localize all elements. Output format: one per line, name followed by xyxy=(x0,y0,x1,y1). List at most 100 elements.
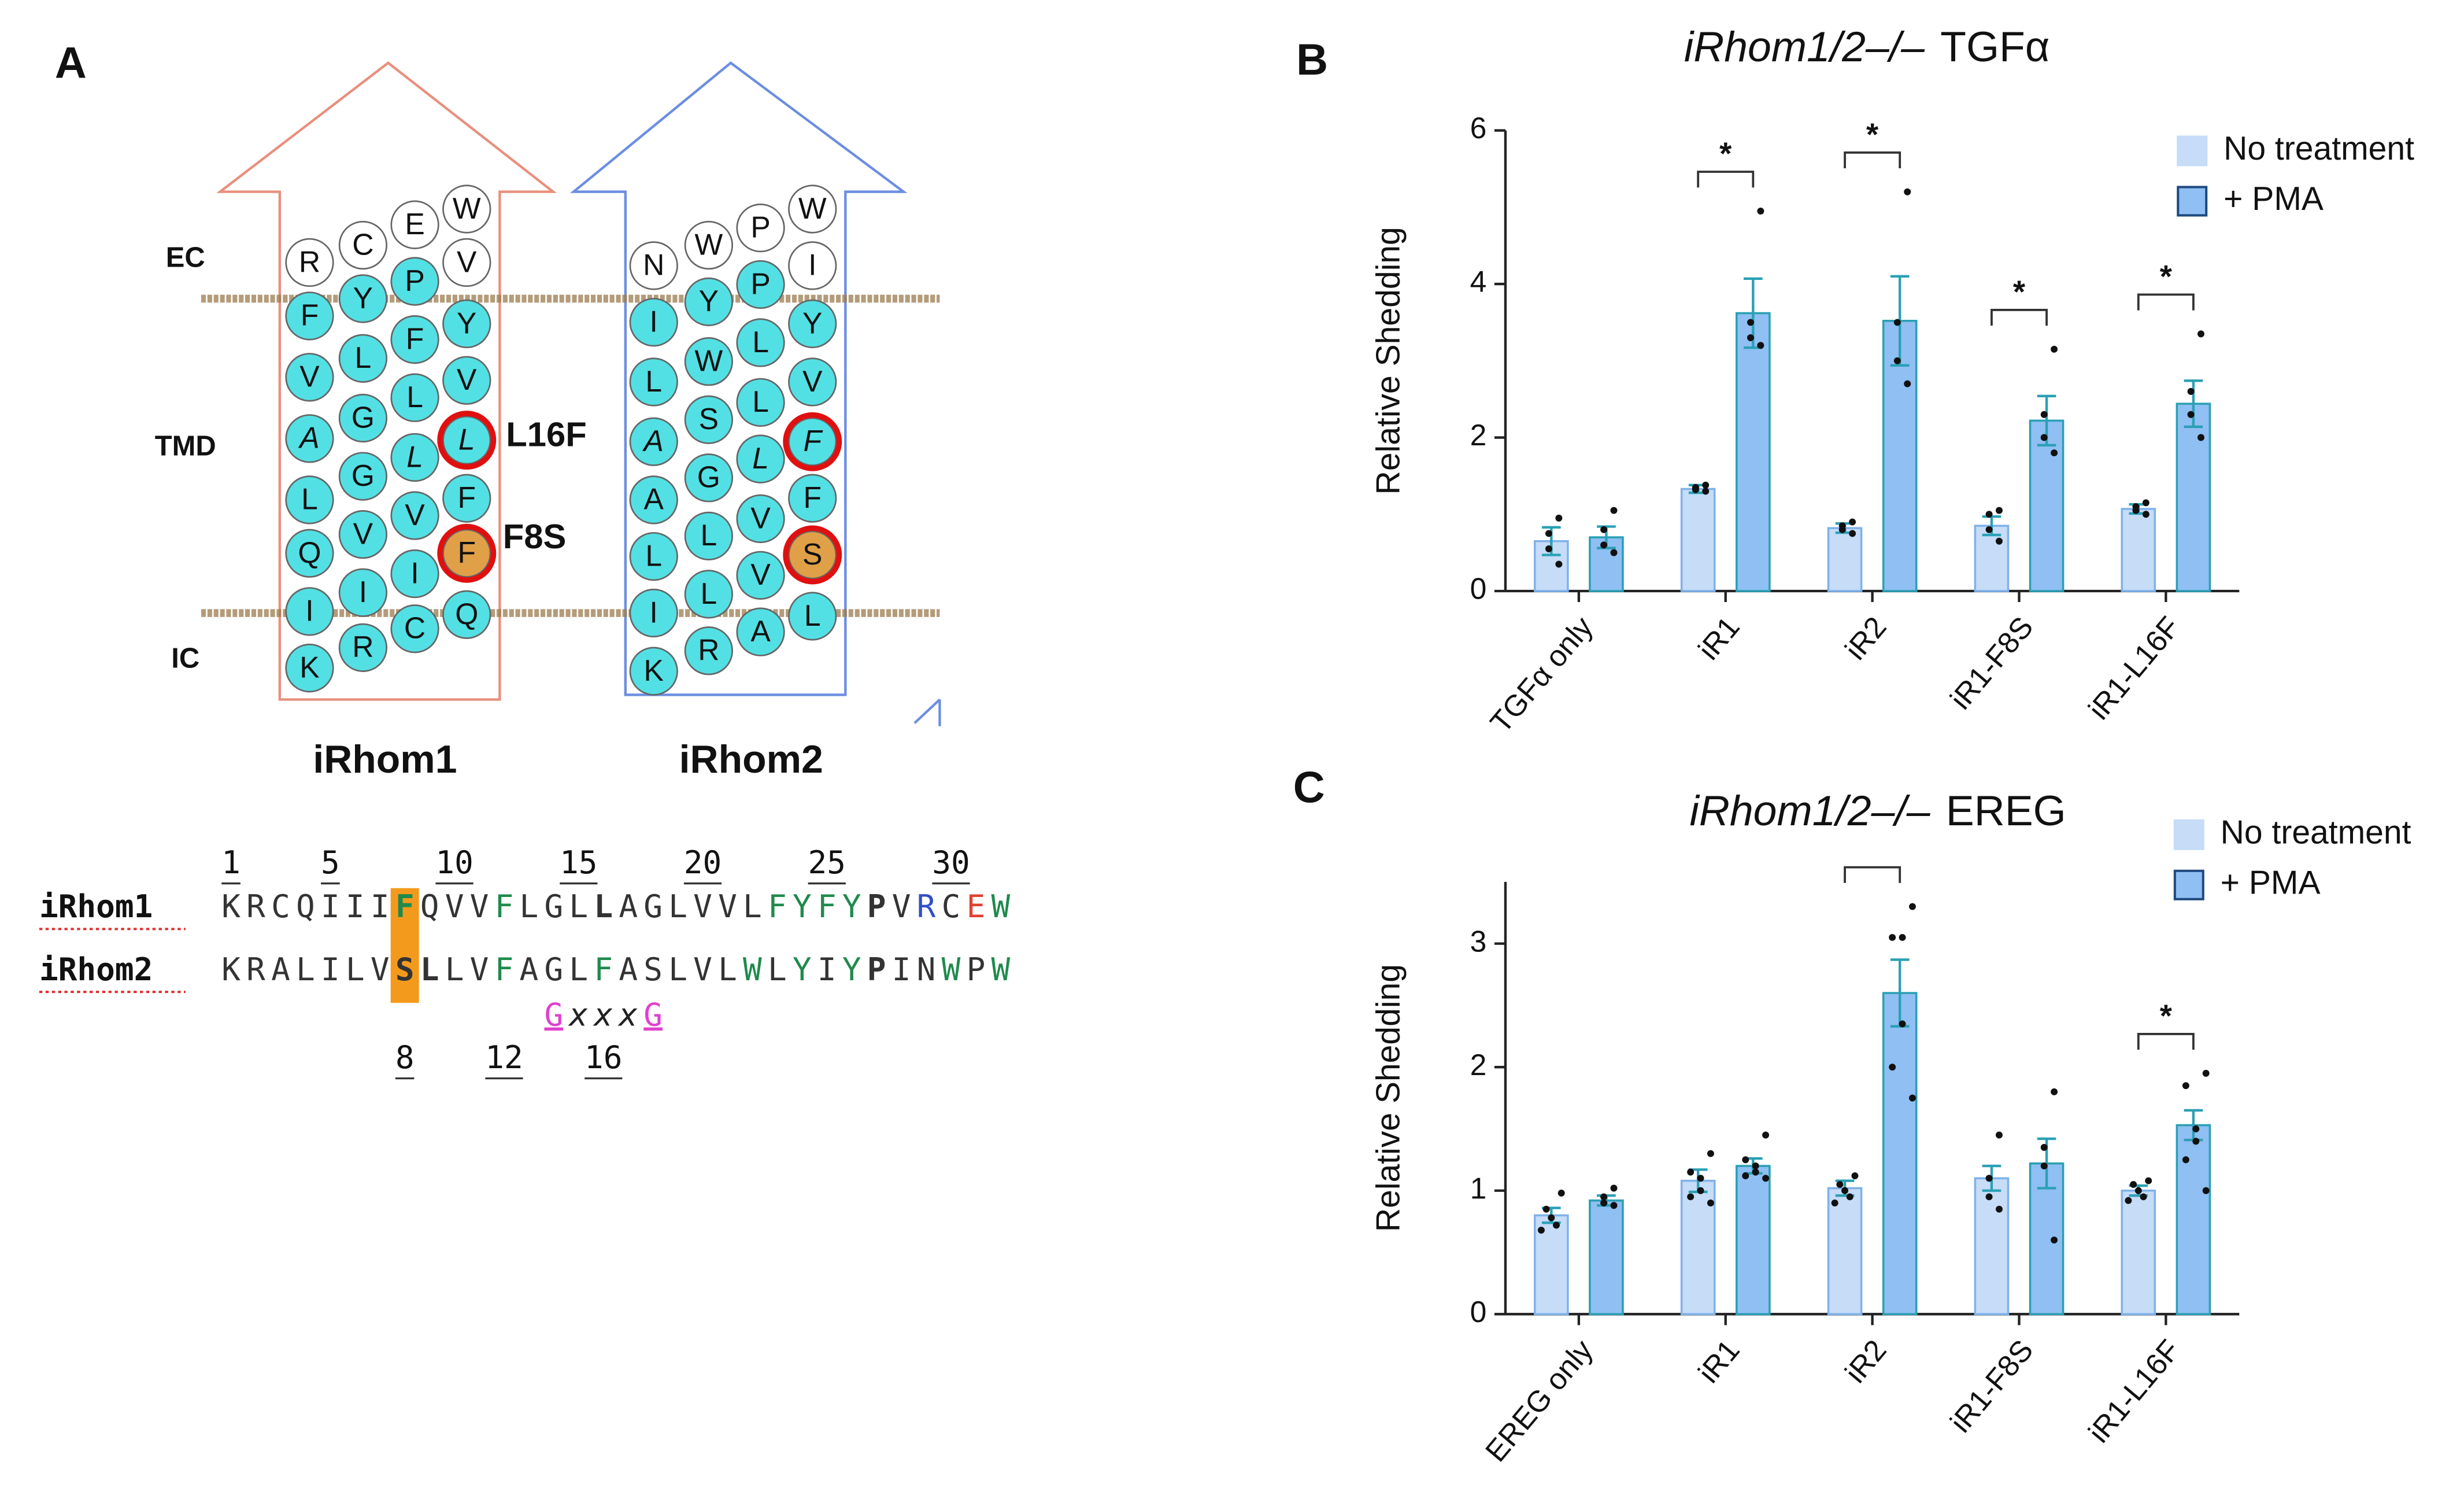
panel-label: A xyxy=(55,38,87,87)
data-point xyxy=(2132,507,2140,514)
data-point xyxy=(2182,1082,2189,1090)
data-point xyxy=(1600,526,1608,533)
data-point xyxy=(1687,1168,1695,1176)
residue-circle xyxy=(338,568,388,617)
residue-letter: L xyxy=(804,599,821,632)
residue-circle xyxy=(390,491,439,540)
data-point xyxy=(2134,1187,2142,1194)
residue-circle xyxy=(736,494,785,544)
data-point xyxy=(1985,1193,1993,1201)
region-label: EC xyxy=(166,242,205,273)
residue-letter: L xyxy=(701,518,717,552)
residue-letter: I xyxy=(359,575,367,608)
data-point xyxy=(2145,1177,2152,1184)
data-point xyxy=(1985,511,1993,518)
protein-name: iRhom1 xyxy=(313,737,457,781)
residue-letter: L xyxy=(752,441,769,475)
significance-bracket xyxy=(2137,1033,2195,1050)
y-tick-label: 0 xyxy=(1470,572,1487,606)
residue-letter: C xyxy=(404,611,426,645)
residue-circle xyxy=(684,395,734,444)
data-point xyxy=(1752,1168,1759,1176)
bar xyxy=(2176,403,2211,592)
data-point xyxy=(2140,1193,2147,1201)
chart-title: iRhom1/2–/– EREG xyxy=(1690,787,2066,835)
y-axis-label: Relative Shedding xyxy=(1370,227,1407,494)
data-point xyxy=(1553,1221,1560,1229)
significance-bracket xyxy=(2137,293,2195,311)
data-point xyxy=(1600,1193,1608,1201)
bar xyxy=(1827,1187,1863,1316)
data-point xyxy=(2051,449,2058,457)
residue-circle xyxy=(788,357,837,407)
data-point xyxy=(1545,530,1552,537)
residue-circle xyxy=(285,529,334,578)
residue-circle xyxy=(788,530,837,579)
data-point xyxy=(1742,1172,1749,1180)
data-point xyxy=(1995,507,2003,514)
data-point xyxy=(1995,1205,2003,1213)
legend-swatch xyxy=(2177,135,2208,167)
data-point xyxy=(2187,411,2195,418)
data-point xyxy=(1889,1064,1896,1071)
residue-circle xyxy=(629,298,678,347)
residue-circle xyxy=(788,184,837,234)
position-number: 8 xyxy=(395,1039,415,1076)
residue-circle xyxy=(338,274,388,323)
residue-letter: L xyxy=(752,325,769,359)
residue-circle xyxy=(684,277,734,327)
data-point xyxy=(1904,188,1911,195)
data-point xyxy=(2051,345,2058,353)
data-point xyxy=(1893,319,1901,326)
residue-circle xyxy=(629,475,678,525)
data-point xyxy=(2192,1125,2200,1132)
residue-letter: P xyxy=(405,264,424,297)
residue-letter: A xyxy=(298,421,319,455)
data-point xyxy=(1542,1205,1550,1213)
residue-circle xyxy=(338,220,388,270)
residue-circle xyxy=(285,291,334,341)
y-tick-label: 2 xyxy=(1470,1048,1487,1081)
highlight xyxy=(390,888,419,1003)
residue-circle xyxy=(390,373,439,422)
significance-label: * xyxy=(2160,259,2173,294)
residue-circle xyxy=(338,623,388,672)
data-point xyxy=(1899,933,1906,941)
data-point xyxy=(1838,526,1846,533)
residue-circle xyxy=(338,393,388,443)
residue-letter: V xyxy=(457,245,477,278)
residue-letter: W xyxy=(453,191,481,225)
data-point xyxy=(2197,330,2204,338)
data-point xyxy=(2051,1088,2058,1095)
residue-letter: V xyxy=(750,501,771,534)
data-point xyxy=(1893,357,1901,364)
bar xyxy=(1680,488,1716,592)
residue-circle xyxy=(684,220,734,270)
data-point xyxy=(2040,411,2048,418)
residue-letter: K xyxy=(644,654,664,687)
data-point xyxy=(1889,933,1896,941)
position-number: 10 xyxy=(435,844,473,881)
legend-label: + PMA xyxy=(2221,864,2321,901)
position-number: 12 xyxy=(485,1039,523,1076)
residue-letter: F xyxy=(803,481,822,514)
data-point xyxy=(1707,1150,1714,1157)
residue-letter: E xyxy=(405,207,424,241)
residue-letter: K xyxy=(299,651,319,684)
residue-circle xyxy=(788,592,837,641)
residue-circle xyxy=(629,357,678,407)
y-axis-label: Relative Shedding xyxy=(1370,964,1407,1232)
title-italic: iRhom1/2–/– xyxy=(1684,23,1925,71)
residue-letter: L xyxy=(406,380,423,414)
data-point xyxy=(2040,1144,2048,1151)
data-point xyxy=(1762,1175,1770,1182)
residue-letter: L xyxy=(458,422,475,456)
residue-circle xyxy=(629,532,678,581)
residue-letter: V xyxy=(405,498,425,531)
sequence-name: iRhom1 xyxy=(39,888,153,925)
panel-label: C xyxy=(1293,763,1325,812)
residue-circle xyxy=(390,315,439,364)
